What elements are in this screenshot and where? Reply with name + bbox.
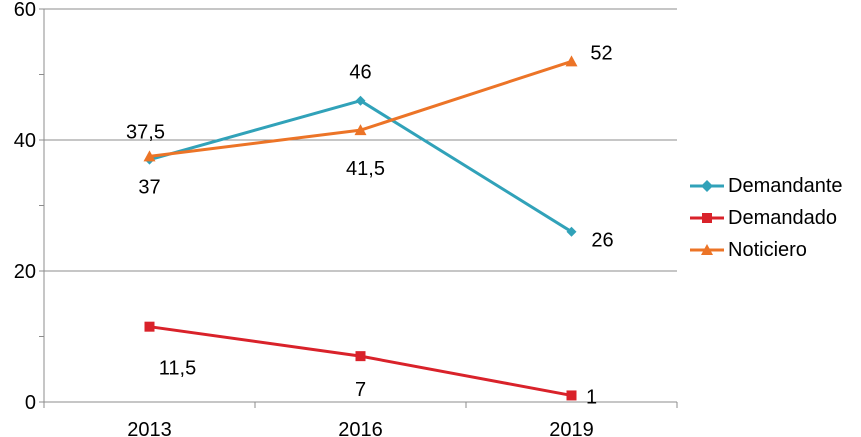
legend-label-noticiero: Noticiero xyxy=(728,238,807,261)
data-label-noticiero: 41,5 xyxy=(346,158,385,180)
data-label-demandante: 26 xyxy=(591,230,613,252)
data-label-demandado: 1 xyxy=(586,386,597,408)
chart-gridlines xyxy=(44,8,677,272)
legend-item-noticiero: Noticiero xyxy=(690,234,843,266)
data-point-noticiero xyxy=(354,124,367,136)
data-labels: 37 46 26 11,5 7 1 37,5 41,5 52 xyxy=(126,42,614,408)
data-label-demandado: 11,5 xyxy=(159,358,196,380)
legend-item-demandante: Demandante xyxy=(690,170,843,202)
chart-legend: Demandante Demandado Noticiero xyxy=(690,170,843,266)
data-label-noticiero: 37,5 xyxy=(126,121,165,143)
chart-axes xyxy=(39,8,678,408)
legend-swatch-demandante xyxy=(690,180,724,192)
y-tick-label: 40 xyxy=(14,130,36,152)
data-point-noticiero xyxy=(143,150,156,162)
y-tick-label: 20 xyxy=(14,261,36,283)
data-point-demandado xyxy=(144,321,155,332)
series-lines xyxy=(149,59,573,397)
legend-item-demandado: Demandado xyxy=(690,202,843,234)
data-label-noticiero: 52 xyxy=(590,42,612,64)
legend-label-demandado: Demandado xyxy=(728,206,837,229)
data-label-demandante: 37 xyxy=(138,177,160,199)
legend-label-demandante: Demandante xyxy=(728,174,843,197)
data-point-demandado xyxy=(566,390,577,401)
data-point-demandante xyxy=(566,226,577,237)
y-tick-label: 0 xyxy=(25,392,36,414)
data-point-demandante xyxy=(355,95,366,106)
data-label-demandado: 7 xyxy=(355,379,366,401)
data-point-demandado xyxy=(355,351,366,362)
x-tick-label: 2019 xyxy=(549,419,594,437)
y-axis-tick-labels: 0 20 40 60 xyxy=(14,0,36,414)
data-point-noticiero xyxy=(565,55,578,67)
x-axis-tick-labels: 2013 2016 2019 xyxy=(127,419,594,437)
y-tick-label: 60 xyxy=(14,0,36,21)
x-tick-label: 2013 xyxy=(127,419,172,437)
legend-swatch-noticiero xyxy=(690,244,724,255)
x-tick-label: 2016 xyxy=(338,419,383,437)
data-label-demandante: 46 xyxy=(349,62,371,84)
series-markers xyxy=(143,55,578,401)
legend-swatch-demandado xyxy=(690,213,724,223)
